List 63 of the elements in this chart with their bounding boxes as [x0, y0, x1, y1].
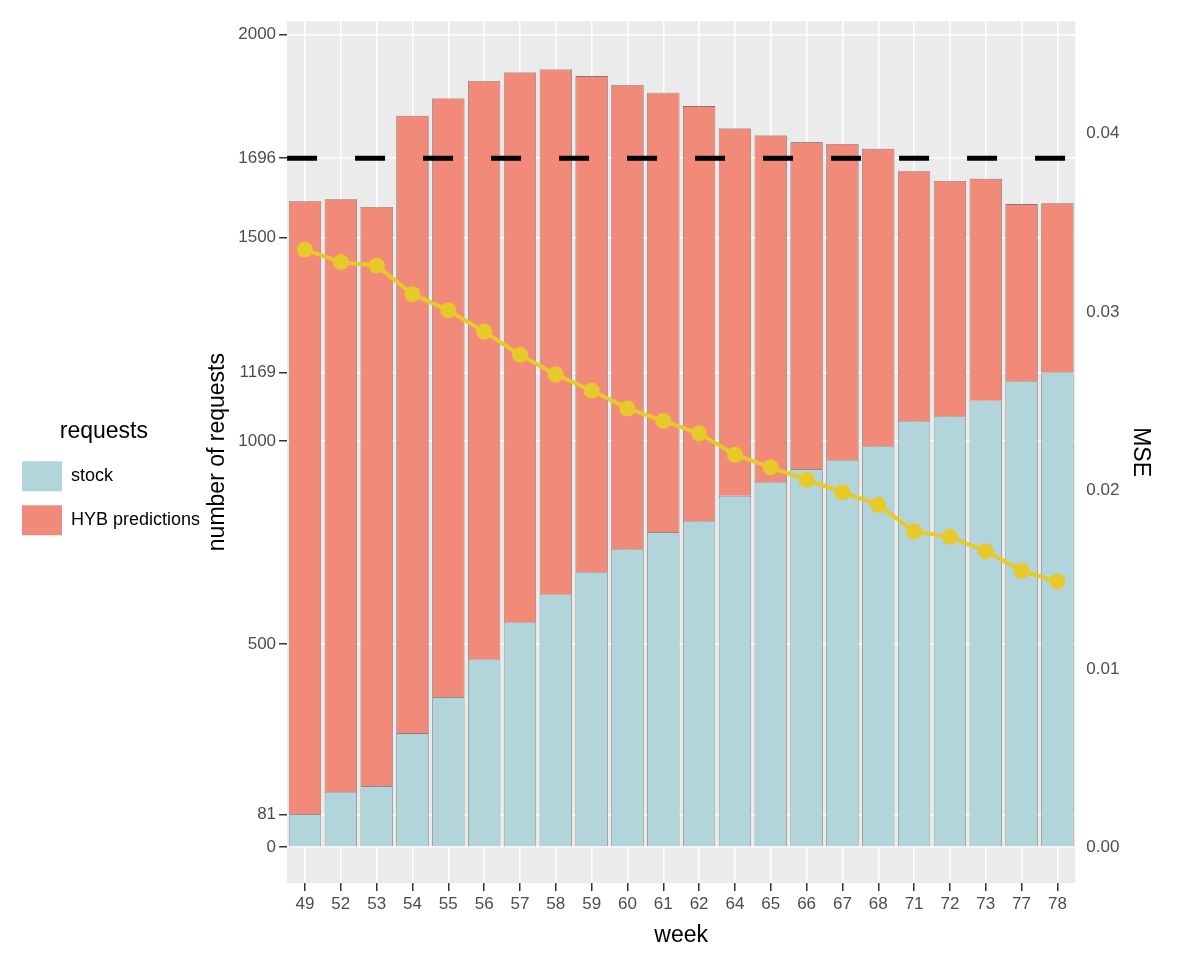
- y-tick-label: 2000: [238, 24, 277, 44]
- point: [906, 523, 923, 540]
- x-tick-label: 66: [797, 893, 817, 913]
- y-tick-label: 0: [266, 836, 277, 856]
- y2-tick-label: 0.02: [1086, 480, 1120, 500]
- point: [726, 446, 743, 463]
- x-tick-label: 61: [653, 893, 673, 913]
- point: [619, 400, 636, 417]
- y2-axis-title: MSE: [1128, 427, 1155, 478]
- y-tick-label: 1000: [238, 430, 277, 450]
- point: [368, 257, 385, 274]
- x-tick-label: 67: [832, 893, 852, 913]
- point: [870, 496, 887, 513]
- x-tick-label: 68: [868, 893, 888, 913]
- point: [440, 302, 457, 319]
- x-tick-label: 58: [546, 893, 566, 913]
- point: [977, 543, 994, 560]
- y2-tick-label: 0.04: [1086, 123, 1120, 143]
- y2-tick-label: 0.01: [1086, 658, 1120, 678]
- x-tick-label: 49: [295, 893, 315, 913]
- x-tick-label: 57: [510, 893, 530, 913]
- legend-label: stock: [71, 465, 115, 486]
- x-tick-label: 53: [367, 893, 387, 913]
- point: [798, 471, 815, 488]
- legend-label: HYB predictions: [71, 509, 201, 530]
- y-axis-title: number of requests: [202, 353, 229, 552]
- y-tick-label: 1169: [239, 361, 277, 381]
- point: [1013, 562, 1030, 579]
- x-tick-label: 60: [618, 893, 637, 913]
- x-axis-title: week: [653, 920, 709, 947]
- x-tick-label: 55: [438, 893, 458, 913]
- point: [332, 254, 349, 271]
- x-tick-label: 59: [582, 893, 602, 913]
- x-tick-label: 71: [904, 893, 924, 913]
- y-tick-label: 1696: [238, 147, 277, 167]
- x-tick-label: 62: [689, 893, 709, 913]
- x-tick-label: 78: [1047, 893, 1067, 913]
- x-tick-label: 72: [940, 893, 960, 913]
- y2-tick-label: 0.03: [1086, 301, 1120, 321]
- legend-title: requests: [59, 416, 148, 443]
- x-tick-label: 64: [725, 893, 745, 913]
- x-tick-label: 54: [403, 893, 422, 913]
- x-tick-label: 73: [976, 893, 996, 913]
- point: [655, 412, 672, 429]
- point: [762, 459, 779, 476]
- x-tick-label: 56: [474, 893, 494, 913]
- x-tick-label: 65: [761, 893, 781, 913]
- y-tick-label: 1500: [238, 227, 277, 247]
- point: [941, 528, 958, 545]
- y2-tick-label: 0.00: [1086, 837, 1120, 856]
- point: [511, 346, 528, 363]
- point: [1049, 573, 1066, 590]
- x-tick-label: 52: [331, 893, 351, 913]
- point: [691, 425, 708, 442]
- x-tick-label: 77: [1012, 893, 1032, 913]
- y-tick-label: 81: [257, 804, 277, 824]
- y-tick-label: 500: [247, 633, 277, 653]
- point: [834, 484, 851, 501]
- point: [476, 323, 493, 340]
- point: [297, 241, 313, 258]
- point: [404, 286, 421, 303]
- point: [583, 382, 600, 399]
- point: [547, 366, 564, 383]
